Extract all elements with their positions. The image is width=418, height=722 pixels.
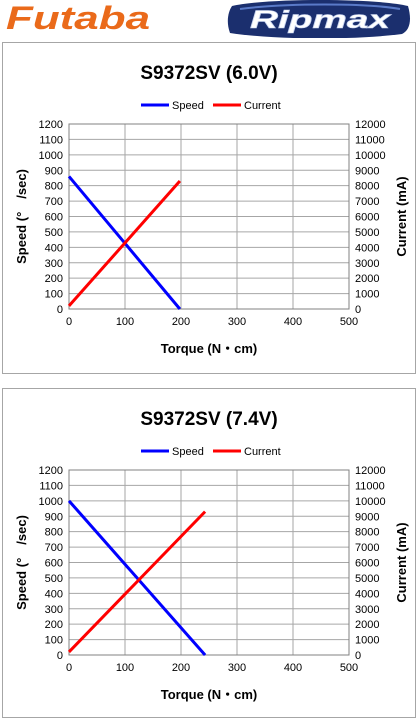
ripmax-logo-text: Ripmax xyxy=(250,6,392,34)
y2-tick-label: 2000 xyxy=(355,273,379,285)
y-tick-label: 0 xyxy=(57,304,63,316)
plot-area-frame xyxy=(68,469,350,656)
y-tick-label: 800 xyxy=(45,181,63,193)
y2-tick-label: 5000 xyxy=(355,227,379,239)
y-tick-label: 500 xyxy=(45,227,63,239)
y2-tick-label: 0 xyxy=(355,304,361,316)
y-tick-label: 900 xyxy=(45,165,63,177)
y-tick-label: 100 xyxy=(45,635,63,647)
x-tick-label: 500 xyxy=(340,316,358,328)
y2-tick-label: 4000 xyxy=(355,588,379,600)
y2-tick-label: 0 xyxy=(355,650,361,662)
y2-tick-label: 12000 xyxy=(355,465,386,477)
y2-tick-label: 1000 xyxy=(355,635,379,647)
y2-tick-label: 7000 xyxy=(355,196,379,208)
series-line-current xyxy=(67,510,207,653)
x-tick-label: 200 xyxy=(172,316,190,328)
x-axis-title: Torque (N・cm) xyxy=(161,341,258,356)
futaba-logo: Futaba xyxy=(4,0,154,36)
y2-tick-label: 8000 xyxy=(355,527,379,539)
chart-panel-7v4: S9372SV (7.4V) Speed Current 0 100 200 300 400 5… xyxy=(2,388,416,718)
y2-tick-label: 9000 xyxy=(355,165,379,177)
y-tick-label: 1100 xyxy=(39,480,63,492)
y-axis-title: Speed (° /sec) xyxy=(14,515,29,610)
y-tick-label: 200 xyxy=(45,619,63,631)
y-tick-label: 1000 xyxy=(39,496,63,508)
x-tick-label: 200 xyxy=(172,662,190,674)
y-axis-title: Speed (° /sec) xyxy=(14,169,29,264)
y-tick-label: 700 xyxy=(45,196,63,208)
chart-6v: S9372SV (6.0V) Speed Current 0 100 200 300 400 5… xyxy=(14,63,409,356)
y2-tick-label: 10000 xyxy=(355,496,386,508)
x-tick-label: 400 xyxy=(284,316,302,328)
y2-tick-label: 4000 xyxy=(355,242,379,254)
y2-tick-label: 5000 xyxy=(355,573,379,585)
y2-tick-label: 10000 xyxy=(355,150,386,162)
y-tick-label: 300 xyxy=(45,258,63,270)
y2-tick-label: 8000 xyxy=(355,181,379,193)
y-tick-label: 200 xyxy=(45,273,63,285)
chart-title: S9372SV (6.0V) xyxy=(140,63,277,84)
futaba-logo-text: Futaba xyxy=(6,0,150,34)
chart-title: S9372SV (7.4V) xyxy=(140,409,277,430)
y-tick-label: 1200 xyxy=(39,465,63,477)
chart-7v4: S9372SV (7.4V) Speed Current 0 100 200 300 400 5… xyxy=(14,409,409,702)
y2-tick-label: 6000 xyxy=(355,558,379,570)
legend-label-current: Current xyxy=(244,446,281,458)
x-tick-label: 500 xyxy=(340,662,358,674)
legend-label-speed: Speed xyxy=(172,100,204,112)
y2-tick-label: 2000 xyxy=(355,619,379,631)
y-tick-label: 900 xyxy=(45,511,63,523)
plot-area-frame xyxy=(68,123,350,310)
series-line-speed xyxy=(67,499,207,656)
y2-axis-title: Current (mA) xyxy=(394,176,409,256)
x-tick-label: 300 xyxy=(228,662,246,674)
x-tick-label: 0 xyxy=(66,662,72,674)
y2-tick-label: 3000 xyxy=(355,258,379,270)
y-tick-label: 400 xyxy=(45,588,63,600)
y2-axis-title: Current (mA) xyxy=(394,522,409,602)
x-tick-label: 300 xyxy=(228,316,246,328)
y-tick-label: 500 xyxy=(45,573,63,585)
y-tick-label: 1200 xyxy=(39,119,63,131)
y2-tick-label: 1000 xyxy=(355,289,379,301)
x-tick-label: 100 xyxy=(116,662,134,674)
y2-tick-label: 6000 xyxy=(355,212,379,224)
y-tick-label: 700 xyxy=(45,542,63,554)
x-tick-label: 0 xyxy=(66,316,72,328)
y-tick-label: 0 xyxy=(57,650,63,662)
ripmax-logo: Ripmax xyxy=(226,0,412,39)
y-tick-label: 1100 xyxy=(39,134,63,146)
y-tick-label: 800 xyxy=(45,527,63,539)
x-tick-label: 400 xyxy=(284,662,302,674)
y2-tick-label: 11000 xyxy=(355,480,385,492)
y-tick-label: 100 xyxy=(45,289,63,301)
legend-label-speed: Speed xyxy=(172,446,204,458)
chart-panel-6v: S9372SV (6.0V) Speed Current 0 100 200 300 400 5… xyxy=(2,42,416,374)
y-tick-label: 300 xyxy=(45,604,63,616)
y-tick-label: 600 xyxy=(45,558,63,570)
y-tick-label: 600 xyxy=(45,212,63,224)
x-tick-label: 100 xyxy=(116,316,134,328)
y2-tick-label: 12000 xyxy=(355,119,386,131)
series-line-current xyxy=(67,180,182,307)
y-tick-label: 1000 xyxy=(39,150,63,162)
y2-tick-label: 9000 xyxy=(355,511,379,523)
y2-tick-label: 7000 xyxy=(355,542,379,554)
legend-label-current: Current xyxy=(244,100,281,112)
x-axis-title: Torque (N・cm) xyxy=(161,687,258,702)
y-tick-label: 400 xyxy=(45,242,63,254)
y2-tick-label: 11000 xyxy=(355,134,385,146)
y2-tick-label: 3000 xyxy=(355,604,379,616)
